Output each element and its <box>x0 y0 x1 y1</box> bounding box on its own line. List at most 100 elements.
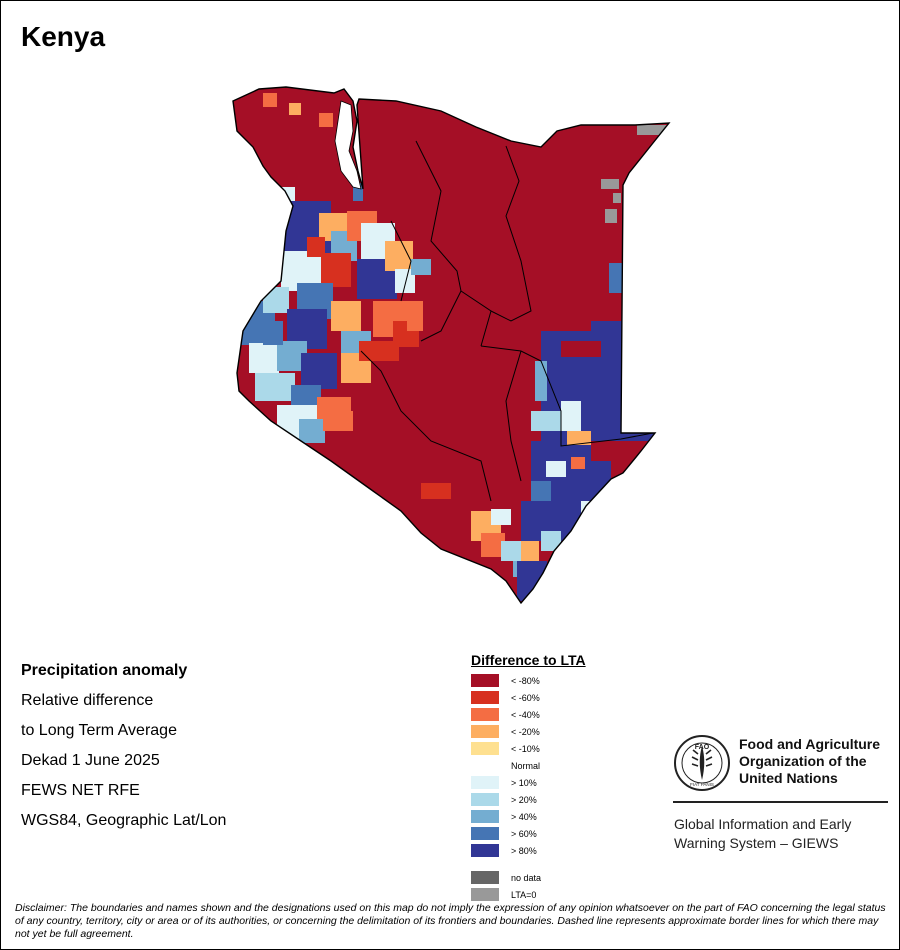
anomaly-cell <box>601 179 619 189</box>
anomaly-cell <box>609 263 623 293</box>
legend-item-swatch <box>471 691 499 704</box>
anomaly-cell <box>561 401 581 431</box>
legend-item-row: Normal <box>471 757 671 774</box>
fao-motto-text: FIAT PANIS <box>690 782 714 787</box>
anomaly-cell <box>299 419 325 443</box>
legend-item-swatch <box>471 827 499 840</box>
admin-boundaries <box>360 140 654 502</box>
legend: Difference to LTA < -80% < -60% < -40% < -2… <box>471 652 671 903</box>
anomaly-raster <box>233 87 669 603</box>
anomaly-cell <box>613 193 621 203</box>
legend-item-label: > 40% <box>511 811 537 822</box>
fao-logo-text: FAO <box>695 744 710 751</box>
boundary-west <box>390 220 412 302</box>
anomaly-cell <box>301 353 337 389</box>
anomaly-cell <box>263 287 289 313</box>
product-period: Dekad 1 June 2025 <box>21 752 160 769</box>
anomaly-cell <box>531 481 551 501</box>
legend-extra-swatch <box>471 888 499 901</box>
western-anomaly-zone <box>241 201 431 443</box>
anomaly-cell <box>323 411 353 431</box>
anomaly-cell <box>319 113 333 127</box>
anomaly-cell <box>637 125 669 135</box>
anomaly-cell <box>263 321 283 345</box>
legend-item-row: > 80% <box>471 842 671 859</box>
anomaly-cell <box>605 209 617 223</box>
anomaly-cell <box>521 541 539 563</box>
legend-item-row: < -80% <box>471 672 671 689</box>
anomaly-cell <box>541 531 561 551</box>
fao-logo-icon: FAO FIAT PANIS <box>674 735 730 791</box>
fao-organization-name: Food and Agriculture Organization of the… <box>739 736 880 787</box>
boundary-central-south <box>360 350 492 502</box>
anomaly-cell <box>571 457 585 469</box>
legend-item-label: > 10% <box>511 777 537 788</box>
anomaly-cell <box>531 411 561 431</box>
product-line2: to Long Term Average <box>21 722 177 739</box>
lake-turkana <box>334 100 362 190</box>
legend-item-swatch <box>471 793 499 806</box>
northwest-anomaly-zone <box>263 93 363 201</box>
legend-extra-label: no data <box>511 872 542 883</box>
legend-item-label: > 20% <box>511 794 537 805</box>
legend-item-swatch <box>471 725 499 738</box>
legend-item-swatch <box>471 708 499 721</box>
legend-item-label: < -20% <box>511 726 540 737</box>
anomaly-cell <box>517 561 547 601</box>
legend-title: Difference to LTA <box>471 652 586 668</box>
giews-line1: Global Information and Early <box>674 816 852 832</box>
legend-item-row: > 40% <box>471 808 671 825</box>
legend-extra-items: no data LTA=0 <box>471 869 671 903</box>
anomaly-cell <box>567 431 591 445</box>
legend-item-label: > 80% <box>511 845 537 856</box>
legend-item-swatch <box>471 759 499 772</box>
anomaly-cell <box>255 373 295 401</box>
legend-item-row: < -10% <box>471 740 671 757</box>
legend-items: < -80% < -60% < -40% < -20% < -10% Normal > 10… <box>471 672 671 859</box>
nodata-zone <box>601 125 669 223</box>
product-line1: Relative difference <box>21 692 154 709</box>
anomaly-cell <box>395 269 415 293</box>
anomaly-cell <box>321 253 351 287</box>
legend-item-label: < -10% <box>511 743 540 754</box>
legend-item-label: Normal <box>511 760 541 771</box>
anomaly-cell <box>289 103 301 115</box>
anomaly-cell <box>491 509 511 525</box>
branding-divider <box>673 801 888 803</box>
legend-item-swatch <box>471 742 499 755</box>
boundary-north-central <box>415 140 462 342</box>
map-title: Kenya <box>21 21 106 52</box>
boundary-central <box>460 290 492 347</box>
legend-item-label: > 60% <box>511 828 537 839</box>
anomaly-cell <box>411 259 431 275</box>
anomaly-cell <box>331 301 361 331</box>
anomaly-cell <box>249 343 279 373</box>
anomaly-cell <box>591 321 631 341</box>
boundary-eastern <box>505 350 522 482</box>
legend-item-swatch <box>471 674 499 687</box>
legend-extra-swatch <box>471 871 499 884</box>
giews-label: Global Information and Early Warning Sys… <box>674 815 851 853</box>
legend-item-swatch <box>471 810 499 823</box>
legend-extra-row: no data <box>471 869 671 886</box>
legend-item-row: > 10% <box>471 774 671 791</box>
giews-line2: Warning System – GIEWS <box>674 835 839 851</box>
org-line2: Organization of the <box>739 753 867 769</box>
disclaimer-text: Disclaimer: The boundaries and names sho… <box>15 902 886 940</box>
legend-item-row: > 20% <box>471 791 671 808</box>
legend-item-swatch <box>471 776 499 789</box>
product-source: FEWS NET RFE <box>21 782 140 799</box>
product-projection: WGS84, Geographic Lat/Lon <box>21 812 227 829</box>
legend-item-label: < -80% <box>511 675 540 686</box>
legend-item-row: < -20% <box>471 723 671 740</box>
anomaly-cell <box>359 341 399 361</box>
anomaly-cell <box>501 541 521 561</box>
legend-item-swatch <box>471 844 499 857</box>
anomaly-cell <box>561 341 601 357</box>
product-info: Precipitation anomaly Relative differenc… <box>21 656 226 836</box>
legend-item-row: < -40% <box>471 706 671 723</box>
legend-item-row: < -60% <box>471 689 671 706</box>
kenya-outline <box>232 86 671 605</box>
org-line1: Food and Agriculture <box>739 736 881 752</box>
